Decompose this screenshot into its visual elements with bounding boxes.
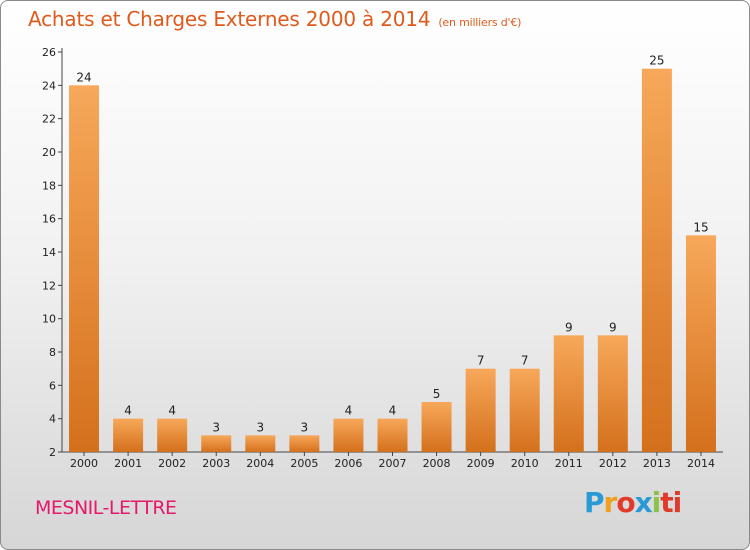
data-label: 9	[609, 320, 617, 334]
bar	[597, 335, 628, 452]
x-tick-label: 2005	[290, 457, 318, 470]
data-label: 3	[212, 420, 220, 434]
y-tick-label: 20	[42, 146, 56, 159]
data-label: 4	[389, 404, 397, 418]
x-tick-label: 2000	[70, 457, 98, 470]
bar	[113, 418, 144, 452]
proxiti-logo: Proxiti	[584, 486, 682, 519]
y-tick-label: 6	[49, 379, 56, 392]
data-label: 3	[301, 420, 309, 434]
chart-title: Achats et Charges Externes 2000 à 2014 (e…	[28, 7, 521, 31]
bar	[553, 335, 584, 452]
x-tick-label: 2011	[555, 457, 583, 470]
bar	[157, 418, 188, 452]
bar	[465, 368, 496, 452]
x-tick-label: 2004	[246, 457, 274, 470]
y-tick-label: 24	[42, 79, 56, 92]
bar	[245, 435, 276, 452]
data-label: 3	[256, 420, 264, 434]
data-label: 4	[124, 404, 132, 418]
y-tick-label: 8	[49, 346, 56, 359]
data-label: 5	[433, 387, 441, 401]
y-tick-label: 2	[49, 446, 56, 459]
x-tick-label: 2006	[334, 457, 362, 470]
x-tick-label: 2007	[379, 457, 407, 470]
data-label: 7	[521, 354, 529, 368]
x-tick-label: 2001	[114, 457, 142, 470]
x-tick-label: 2003	[202, 457, 230, 470]
logo-letter: o	[616, 486, 635, 519]
logo-letter: ti	[660, 486, 682, 519]
x-tick-label: 2012	[599, 457, 627, 470]
data-label: 24	[76, 70, 91, 84]
logo-letter: r	[603, 486, 618, 519]
chart-title-text: Achats et Charges Externes 2000 à 2014	[28, 7, 431, 31]
x-tick-label: 2002	[158, 457, 186, 470]
bar	[641, 68, 672, 453]
data-label: 15	[693, 220, 708, 234]
y-tick-label: 26	[42, 46, 56, 59]
bar	[421, 402, 452, 452]
bar	[201, 435, 232, 452]
bar	[685, 235, 716, 452]
y-tick-label: 22	[42, 113, 56, 126]
y-tick-label: 10	[42, 313, 56, 326]
y-tick-label: 12	[42, 279, 56, 292]
logo-letter: i	[651, 486, 662, 519]
y-tick-label: 16	[42, 213, 56, 226]
x-tick-label: 2014	[687, 457, 715, 470]
logo-letter: x	[634, 486, 653, 519]
y-tick-label: 4	[49, 413, 56, 426]
chart-bars: 24 4 4 3 3 3 4 4 5 7 7 9 9 25 15	[69, 54, 716, 453]
bar	[509, 368, 540, 452]
commune-name: MESNIL-LETTRE	[35, 497, 177, 519]
y-tick-label: 18	[42, 179, 56, 192]
bar	[289, 435, 320, 452]
data-label: 9	[565, 320, 573, 334]
x-tick-label: 2008	[423, 457, 451, 470]
bar	[377, 418, 408, 452]
data-label: 7	[477, 354, 485, 368]
bar	[69, 85, 100, 452]
data-label: 25	[649, 54, 664, 68]
x-tick-label: 2009	[467, 457, 495, 470]
data-label: 4	[168, 404, 176, 418]
x-tick-label: 2013	[643, 457, 671, 470]
y-tick-label: 14	[42, 246, 56, 259]
bar	[333, 418, 364, 452]
x-tick-label: 2010	[511, 457, 539, 470]
chart-unit: (en milliers d'€)	[438, 16, 522, 29]
logo-letter: P	[584, 486, 605, 519]
data-label: 4	[345, 404, 353, 418]
